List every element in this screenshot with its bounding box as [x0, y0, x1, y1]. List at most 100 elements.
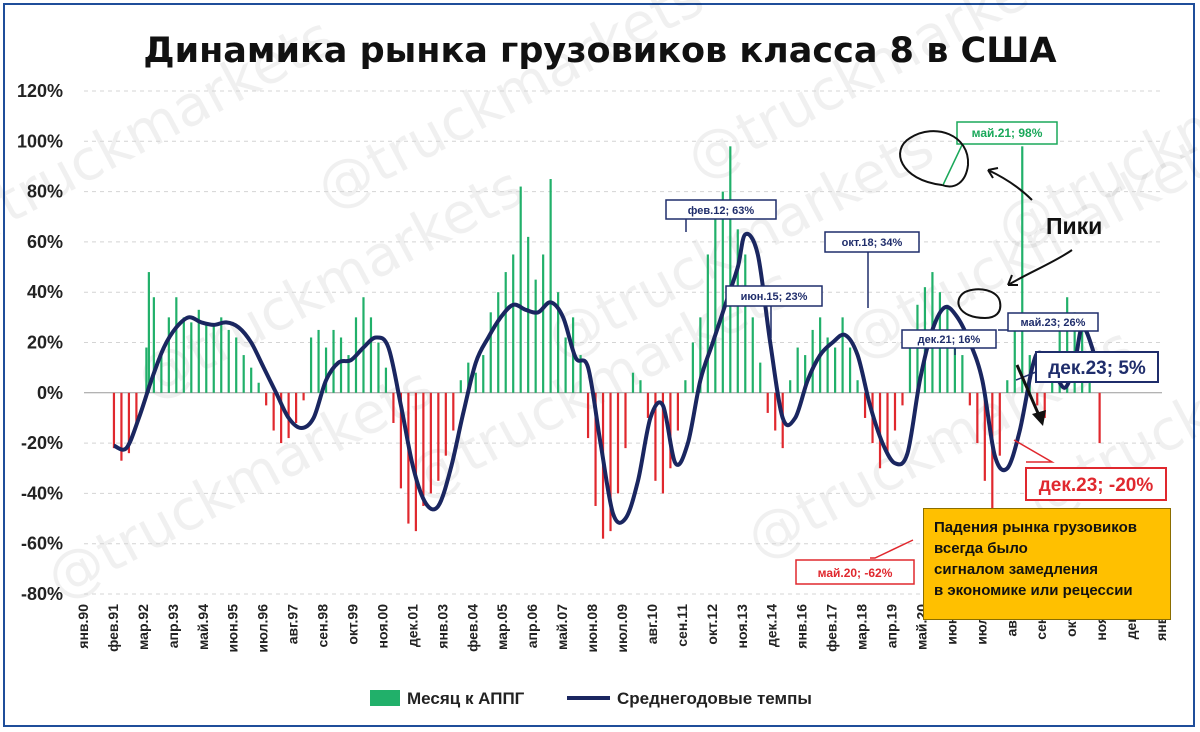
- bar: [135, 392, 138, 423]
- bar: [916, 304, 919, 393]
- callout-line-may20: [870, 539, 914, 559]
- bar: [706, 254, 709, 393]
- bar: [878, 392, 882, 469]
- bar: [893, 392, 897, 431]
- x-tick-label: авг.97: [285, 604, 301, 644]
- callout-box-dec21: [901, 329, 997, 349]
- bar: [205, 322, 208, 393]
- bar: [834, 347, 837, 393]
- x-tick-label: окт.12: [704, 604, 720, 645]
- bar: [339, 337, 343, 393]
- callout-dec23-month: дек.23; -20%: [1039, 475, 1154, 496]
- arrow-head-peak-2: [1007, 274, 1018, 286]
- bar: [953, 337, 956, 393]
- bar: [691, 342, 694, 393]
- bar: [1066, 297, 1069, 393]
- bar: [280, 392, 283, 444]
- bar: [1036, 392, 1039, 406]
- bar: [991, 392, 994, 549]
- bar: [721, 191, 724, 393]
- bar: [826, 337, 829, 393]
- bar: [429, 392, 432, 494]
- bar: [886, 392, 889, 456]
- bar: [227, 329, 230, 393]
- bar: [789, 380, 792, 393]
- bar: [250, 367, 253, 393]
- x-tick-label: мар.92: [135, 604, 151, 650]
- bar: [1098, 392, 1101, 444]
- note-line-4: в экономике или рецессии: [934, 582, 1133, 599]
- peaks-label: Пики: [1046, 213, 1102, 239]
- bar: [127, 392, 131, 454]
- y-tick-label: 120%: [17, 81, 63, 101]
- average-line: [113, 231, 1102, 525]
- y-tick-label: -80%: [21, 584, 63, 604]
- x-tick-label: дек.14: [764, 604, 780, 647]
- bar: [804, 355, 807, 393]
- bar: [112, 392, 116, 449]
- bar: [482, 355, 485, 393]
- legend: Месяц к АППГ Среднегодовые темпы: [370, 689, 812, 708]
- callout-box-may23: [1007, 312, 1099, 332]
- x-tick-label: апр.19: [884, 604, 900, 648]
- bar: [676, 392, 679, 431]
- y-tick-label: 60%: [27, 232, 63, 252]
- bar: [549, 179, 552, 393]
- bar: [257, 382, 260, 393]
- x-tick-label: янв.03: [434, 604, 450, 649]
- bar: [579, 355, 582, 393]
- bar: [639, 380, 642, 393]
- bar: [961, 355, 964, 393]
- bar: [841, 317, 844, 393]
- bar: [474, 372, 477, 393]
- bar: [534, 279, 537, 393]
- x-tick-label: ноя.00: [374, 604, 390, 649]
- x-tick-label: июл.96: [255, 604, 271, 653]
- bar: [242, 355, 245, 393]
- callout-box-jun15: [725, 285, 823, 307]
- bar: [120, 392, 123, 461]
- bar: [654, 392, 657, 481]
- bar: [235, 337, 238, 393]
- bar: [175, 297, 178, 393]
- bar: [317, 329, 320, 393]
- bar: [594, 392, 597, 506]
- callout-box-dec23-month: [1025, 467, 1167, 501]
- x-tick-label: мар.18: [854, 604, 870, 650]
- x-tick-label: апр.06: [524, 604, 540, 648]
- x-tick-label: июл.09: [614, 604, 630, 653]
- bar: [452, 392, 455, 431]
- bar: [616, 392, 620, 494]
- y-tick-label: 100%: [17, 131, 63, 151]
- callout-dec23-avg: дек.23; 5%: [1048, 358, 1146, 379]
- bar: [160, 355, 163, 393]
- note-line-2: всегда было: [934, 540, 1028, 557]
- bar: [399, 392, 403, 489]
- bar: [392, 392, 395, 423]
- x-tick-label: мар.05: [494, 604, 510, 650]
- bar: [197, 309, 200, 393]
- callout-box-may21: [956, 121, 1058, 145]
- bar: [998, 392, 1001, 456]
- bar: [901, 392, 904, 406]
- bar: [504, 272, 507, 393]
- bar: [811, 329, 814, 393]
- x-tick-label: май.94: [195, 604, 211, 650]
- bar: [684, 380, 687, 393]
- bar: [369, 317, 373, 393]
- annotations: фев.12; 63% май.21; 98% окт.18; 34% июн.…: [665, 121, 1167, 585]
- bar: [946, 304, 949, 393]
- bar: [497, 292, 500, 393]
- bar: [444, 392, 447, 456]
- arrow-head-peak-1: [987, 167, 999, 179]
- x-tick-label: фев.91: [105, 604, 121, 652]
- bar: [624, 392, 627, 449]
- callout-box-oct18: [824, 231, 920, 253]
- bar: [1043, 392, 1046, 418]
- bar: [489, 312, 492, 393]
- bar: [661, 392, 665, 494]
- bar: [190, 322, 193, 393]
- bar: [983, 392, 986, 481]
- grid-lines: [84, 90, 1162, 595]
